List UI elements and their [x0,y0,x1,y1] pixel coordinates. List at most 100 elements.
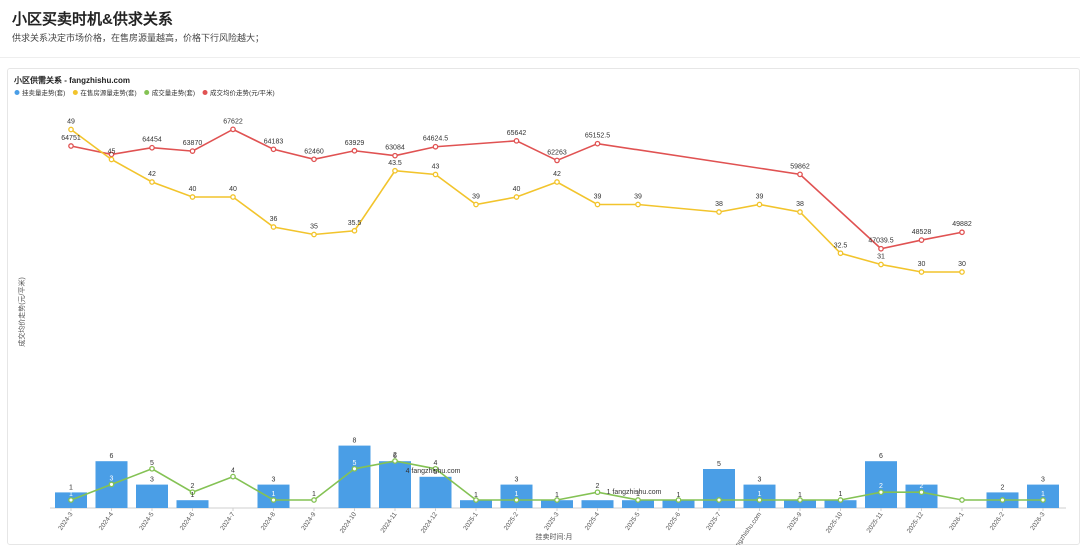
price-point-2024-8 [270,146,277,153]
stock-label-2026-1: 30 [958,261,966,268]
x-tick-label-19: 2025-10 [825,511,845,535]
deal-label-2025-5: 1 [636,491,640,498]
stock-point-2024-4 [108,156,115,163]
deal-point-2025-6 [675,497,682,503]
legend-label-3: 成交均价走势(元/平米) [210,88,275,97]
stock-point-2025-4 [594,201,601,208]
legend: 挂卖量走势(套) 在售房源量走势(套) 成交量走势(套) 成交均价走势(元/平米) [14,88,275,97]
x-tick-label-0: 2024-3 [57,511,75,532]
stock-label-2025-1: 39 [472,194,480,201]
stock-label-2025-12: 30 [918,261,926,268]
stock-label-2024-12: 43 [432,164,440,171]
stock-point-2026-1 [959,269,965,275]
x-tick-label-24: 2026-3 [1029,511,1047,532]
x-tick-label-8: 2024-11 [379,511,398,534]
stock-point-2025-9 [797,209,803,215]
deal-point-2024-9 [311,497,317,503]
price-point-2025-12 [918,237,925,243]
stock-label-2025-10: 32.5 [834,242,848,249]
price-point-2024-6 [189,148,196,154]
price-label-2024-6: 63870 [183,140,203,147]
stock-label-2024-5: 42 [148,171,156,178]
x-tick-label-13: 2025-4 [584,511,602,532]
legend-swatch-0 [14,90,20,95]
bar-2024-12 [419,476,452,508]
deal-label-2025-12: 2 [920,483,924,490]
bar-2024-11 [379,461,411,508]
stock-point-2025-7 [716,209,722,215]
deal-point-2025-5 [635,497,641,503]
deal-point-2025-2 [513,497,520,503]
stock-point-2024-7 [230,194,236,200]
x-tick-label-1: 2024-4 [98,511,116,532]
stock-label-2025-11: 31 [877,254,885,261]
x-axis-label: 挂卖时间:月 [536,532,573,541]
x-tick-label-14: 2025-5 [624,511,642,532]
page-title: 小区买卖时机&供求关系 [12,11,173,28]
stock-point-2024-9 [311,231,317,238]
deal-label-2024-12: 4 [434,460,438,467]
deal-label-2024-4: 3 [110,475,114,482]
annotations: 4 fangzhishu.com 1 fangzhishu.com [406,468,662,496]
stock-label-2025-8: 39 [756,194,764,201]
deal-point-2025-11 [878,489,884,496]
stock-point-2024-3 [68,126,74,133]
deal-label-2025-8: 1 [758,491,762,498]
x-tick-label-3: 2024-6 [179,511,197,532]
deal-point-2025-10 [837,497,844,503]
stock-label-2025-2: 40 [513,186,521,193]
page-subtitle: 供求关系决定市场价格，在售房源量越高，价格下行风险越大； [12,33,265,43]
stock-point-2025-2 [513,194,520,200]
x-tick-label-11: 2025-2 [503,511,521,532]
price-label-2025-11: 47039.5 [868,238,893,245]
deal-label-2024-8: 1 [272,491,276,498]
bar-label-2024-4: 6 [110,453,114,460]
stock-label-2024-6: 40 [189,186,197,193]
bar-label-2024-11: 6 [393,453,397,460]
price-label-2024-12: 64624.5 [423,136,448,143]
price-point-2025-9 [797,171,803,178]
deal-point-2024-4 [108,481,115,488]
price-point-2025-2 [513,137,520,144]
price-point-2024-11 [392,152,398,159]
x-tick-label-7: 2024-10 [339,511,359,535]
bar-2024-8 [257,484,290,508]
price-point-2025-11 [878,245,884,252]
price-label-2024-10: 63929 [345,140,365,147]
stock-line [70,128,962,273]
deal-label-2024-3: 1 [69,491,73,498]
deal-point-2024-11 [392,458,398,464]
stock-point-2024-6 [189,194,196,200]
stock-label-2024-9: 35 [310,224,318,231]
x-tick-label-4: 2024-7 [219,511,237,532]
bar-2025-9 [784,500,816,508]
deal-label-2025-10: 1 [839,491,843,498]
stock-point-2024-12 [432,171,439,178]
bar-2025-6 [662,500,695,508]
bar-2025-11 [865,461,897,508]
deal-label-2025-4: 2 [596,483,600,490]
price-label-2024-9: 62460 [304,148,324,155]
stock-point-2025-10 [837,250,844,257]
deal-point-2026-1 [959,497,965,503]
bar-2024-5 [136,484,168,508]
deal-label-2025-2: 1 [515,491,519,498]
bar-2025-3 [541,500,573,508]
x-tick-label-22: 2026-1 [948,511,966,532]
legend-label-0: 挂卖量走势(套) [22,88,65,97]
y-axis-label: 成交均价走势(元/平米) [17,277,26,347]
price-point-2024-12 [432,143,439,150]
x-tick-label-21: 2025-12 [906,511,926,535]
stock-point-2025-3 [554,179,560,185]
x-tick-label-17: fangzhishu.com [731,511,763,545]
legend-swatch-2 [144,90,150,95]
x-tick-label-6: 2024-9 [300,511,318,532]
deal-point-2024-10 [351,465,358,472]
price-label-2025-3: 62263 [547,149,567,156]
deal-point-2024-3 [68,497,74,503]
price-label-2024-11: 63084 [385,145,405,152]
price-label-2024-8: 64183 [264,138,284,145]
bar-2025-4 [581,500,614,508]
bar-label-2025-1: 1 [474,492,478,499]
annotation-0: 4 fangzhishu.com [406,468,461,475]
